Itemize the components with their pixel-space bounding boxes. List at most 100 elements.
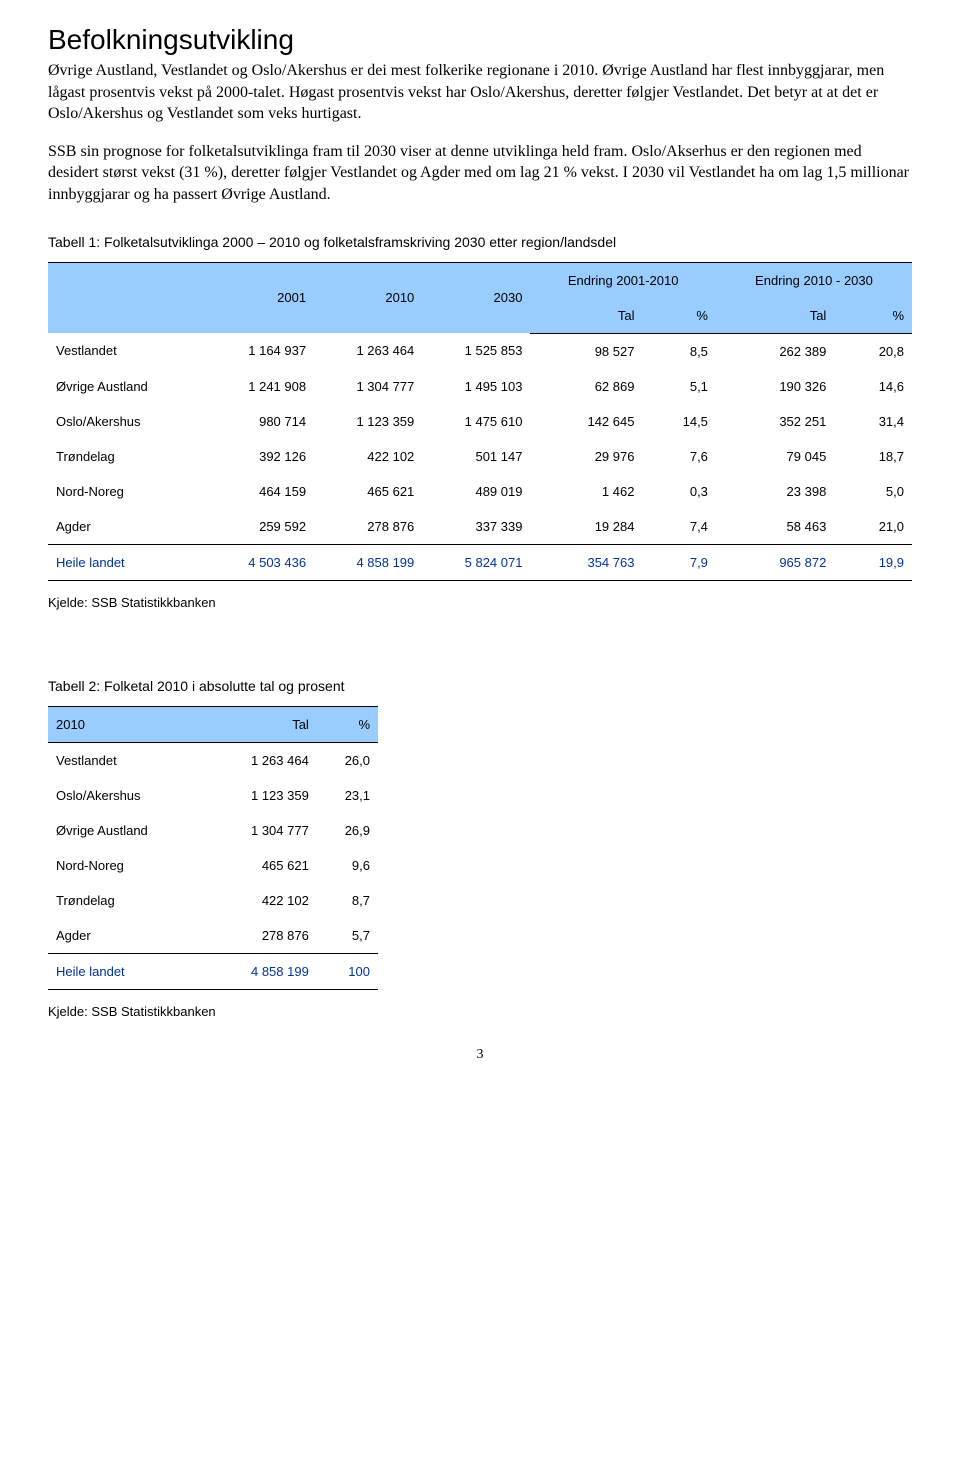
cell: 1 495 103 xyxy=(422,369,530,404)
cell: 23 398 xyxy=(716,474,834,509)
cell: 5,0 xyxy=(834,474,912,509)
cell: 392 126 xyxy=(206,439,314,474)
row-label: Oslo/Akershus xyxy=(48,778,208,813)
cell: 354 763 xyxy=(530,544,642,580)
table-row: Trøndelag392 126422 102501 14729 9767,67… xyxy=(48,439,912,474)
cell: 464 159 xyxy=(206,474,314,509)
table1: 2001 2010 2030 Endring 2001-2010 Endring… xyxy=(48,262,912,581)
cell: 98 527 xyxy=(530,333,642,369)
cell: 58 463 xyxy=(716,509,834,545)
cell: 980 714 xyxy=(206,404,314,439)
row-label: Trøndelag xyxy=(48,883,208,918)
cell: 352 251 xyxy=(716,404,834,439)
table1-sub-pct-1: % xyxy=(642,298,715,334)
cell: 29 976 xyxy=(530,439,642,474)
cell: 19 284 xyxy=(530,509,642,545)
cell: 21,0 xyxy=(834,509,912,545)
cell: 1 123 359 xyxy=(314,404,422,439)
cell: 5,1 xyxy=(642,369,715,404)
table1-source: Kjelde: SSB Statistikkbanken xyxy=(48,595,912,610)
cell: 1 475 610 xyxy=(422,404,530,439)
cell: 1 304 777 xyxy=(314,369,422,404)
table2-title: Tabell 2: Folketal 2010 i absolutte tal … xyxy=(48,678,912,694)
table-row: Nord-Noreg465 6219,6 xyxy=(48,848,378,883)
cell: 1 263 464 xyxy=(208,742,317,778)
cell: 465 621 xyxy=(314,474,422,509)
table-row: Oslo/Akershus980 7141 123 3591 475 61014… xyxy=(48,404,912,439)
intro-paragraph-2: SSB sin prognose for folketalsutviklinga… xyxy=(48,141,912,206)
cell: 465 621 xyxy=(208,848,317,883)
cell: 5,7 xyxy=(317,918,378,954)
cell: 142 645 xyxy=(530,404,642,439)
table-row: Vestlandet1 263 46426,0 xyxy=(48,742,378,778)
row-label: Nord-Noreg xyxy=(48,848,208,883)
row-label: Vestlandet xyxy=(48,333,206,369)
row-label: Vestlandet xyxy=(48,742,208,778)
cell: 422 102 xyxy=(208,883,317,918)
cell: 7,6 xyxy=(642,439,715,474)
cell: 422 102 xyxy=(314,439,422,474)
cell: 501 147 xyxy=(422,439,530,474)
table1-sub-tal-2: Tal xyxy=(716,298,834,334)
cell: 190 326 xyxy=(716,369,834,404)
table1-col-2030: 2030 xyxy=(422,262,530,333)
cell: 9,6 xyxy=(317,848,378,883)
cell: 278 876 xyxy=(208,918,317,954)
table1-col-2001: 2001 xyxy=(206,262,314,333)
cell: 1 123 359 xyxy=(208,778,317,813)
cell: 8,7 xyxy=(317,883,378,918)
table2-col-pct: % xyxy=(317,706,378,742)
table-row-total: Heile landet4 503 4364 858 1995 824 0713… xyxy=(48,544,912,580)
row-label: Heile landet xyxy=(48,544,206,580)
table1-sub-tal-1: Tal xyxy=(530,298,642,334)
cell: 1 462 xyxy=(530,474,642,509)
row-label: Agder xyxy=(48,509,206,545)
cell: 4 503 436 xyxy=(206,544,314,580)
cell: 5 824 071 xyxy=(422,544,530,580)
row-label: Agder xyxy=(48,918,208,954)
cell: 1 241 908 xyxy=(206,369,314,404)
cell: 1 263 464 xyxy=(314,333,422,369)
cell: 965 872 xyxy=(716,544,834,580)
table-row: Agder259 592278 876337 33919 2847,458 46… xyxy=(48,509,912,545)
table-row: Øvrige Austland1 241 9081 304 7771 495 1… xyxy=(48,369,912,404)
cell: 278 876 xyxy=(314,509,422,545)
cell: 19,9 xyxy=(834,544,912,580)
page-number: 3 xyxy=(48,1047,912,1063)
table1-col-endring1: Endring 2001-2010 xyxy=(530,262,715,298)
table-row-total: Heile landet4 858 199100 xyxy=(48,953,378,989)
cell: 79 045 xyxy=(716,439,834,474)
row-label: Nord-Noreg xyxy=(48,474,206,509)
table2-col-year: 2010 xyxy=(48,706,208,742)
cell: 0,3 xyxy=(642,474,715,509)
row-label: Oslo/Akershus xyxy=(48,404,206,439)
table-row: Nord-Noreg464 159465 621489 0191 4620,32… xyxy=(48,474,912,509)
cell: 1 304 777 xyxy=(208,813,317,848)
cell: 337 339 xyxy=(422,509,530,545)
row-label: Øvrige Austland xyxy=(48,369,206,404)
cell: 18,7 xyxy=(834,439,912,474)
cell: 26,9 xyxy=(317,813,378,848)
table1-col-2010: 2010 xyxy=(314,262,422,333)
cell: 1 164 937 xyxy=(206,333,314,369)
intro-paragraph-1: Øvrige Austland, Vestlandet og Oslo/Aker… xyxy=(48,60,912,125)
table1-title: Tabell 1: Folketalsutviklinga 2000 – 201… xyxy=(48,234,912,250)
table2-col-tal: Tal xyxy=(208,706,317,742)
row-label: Øvrige Austland xyxy=(48,813,208,848)
cell: 62 869 xyxy=(530,369,642,404)
cell: 20,8 xyxy=(834,333,912,369)
row-label: Trøndelag xyxy=(48,439,206,474)
cell: 100 xyxy=(317,953,378,989)
table-row: Vestlandet1 164 9371 263 4641 525 85398 … xyxy=(48,333,912,369)
row-label: Heile landet xyxy=(48,953,208,989)
cell: 489 019 xyxy=(422,474,530,509)
cell: 8,5 xyxy=(642,333,715,369)
cell: 4 858 199 xyxy=(208,953,317,989)
table-row: Trøndelag422 1028,7 xyxy=(48,883,378,918)
table2-source: Kjelde: SSB Statistikkbanken xyxy=(48,1004,912,1019)
cell: 23,1 xyxy=(317,778,378,813)
cell: 7,4 xyxy=(642,509,715,545)
cell: 4 858 199 xyxy=(314,544,422,580)
cell: 259 592 xyxy=(206,509,314,545)
table-row: Øvrige Austland1 304 77726,9 xyxy=(48,813,378,848)
